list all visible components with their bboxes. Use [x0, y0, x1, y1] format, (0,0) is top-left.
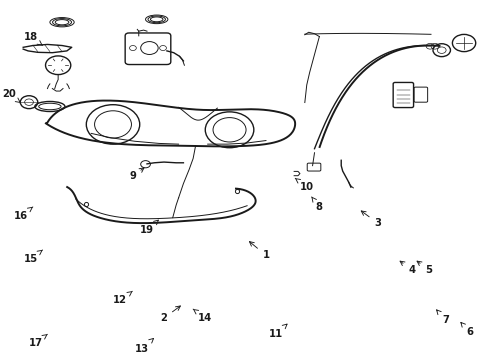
Text: 14: 14: [193, 309, 212, 323]
Text: 5: 5: [417, 261, 432, 275]
Text: 13: 13: [135, 338, 153, 354]
Text: 17: 17: [28, 334, 48, 348]
Text: 15: 15: [24, 250, 43, 264]
Text: 16: 16: [14, 207, 33, 221]
Text: 3: 3: [361, 211, 381, 228]
Text: 1: 1: [249, 242, 270, 260]
Text: 8: 8: [312, 197, 323, 212]
Text: 10: 10: [295, 178, 314, 192]
Text: 2: 2: [161, 306, 180, 323]
Text: 20: 20: [2, 89, 21, 103]
Text: 6: 6: [461, 323, 473, 337]
Text: 9: 9: [129, 168, 144, 181]
Text: 12: 12: [113, 291, 132, 305]
Text: 19: 19: [140, 220, 158, 235]
Text: 7: 7: [437, 310, 449, 325]
Text: 18: 18: [24, 32, 43, 45]
Text: 11: 11: [269, 324, 287, 339]
Text: 4: 4: [400, 261, 415, 275]
